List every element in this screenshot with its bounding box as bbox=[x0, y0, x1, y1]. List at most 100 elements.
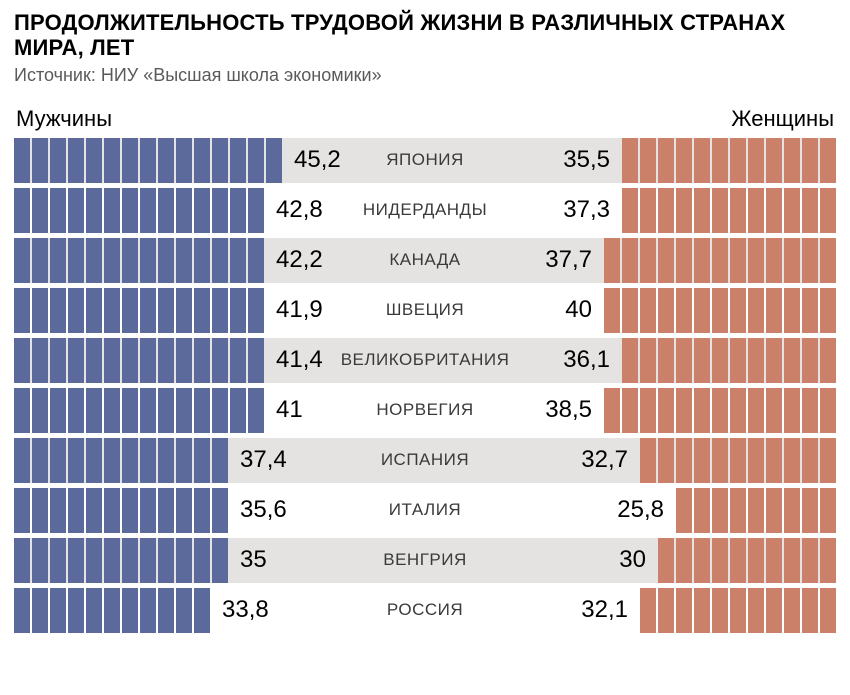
bar-segment bbox=[802, 138, 818, 183]
bar-segment bbox=[14, 188, 30, 233]
chart-row: 33,8РОССИЯ32,1 bbox=[14, 588, 836, 633]
male-bar bbox=[14, 138, 282, 183]
bar-segment bbox=[14, 538, 30, 583]
bar-segment bbox=[68, 338, 84, 383]
bar-segment bbox=[730, 388, 746, 433]
bar-segment bbox=[766, 138, 782, 183]
bar-segment bbox=[676, 588, 692, 633]
country-label: КАНАДА bbox=[379, 238, 470, 283]
chart-title: ПРОДОЛЖИТЕЛЬНОСТЬ ТРУДОВОЙ ЖИЗНИ В РАЗЛИ… bbox=[14, 10, 836, 61]
female-value: 40 bbox=[557, 288, 600, 333]
bar-segment bbox=[14, 388, 30, 433]
bar-segment bbox=[820, 138, 836, 183]
bar-segment bbox=[694, 388, 710, 433]
bar-segment bbox=[176, 338, 192, 383]
bar-segment bbox=[212, 388, 228, 433]
bar-segment bbox=[50, 588, 66, 633]
female-bar bbox=[658, 538, 836, 583]
bar-segment bbox=[194, 188, 210, 233]
bar-segment bbox=[32, 538, 48, 583]
bar-segment bbox=[748, 388, 764, 433]
bar-segment bbox=[748, 538, 764, 583]
bar-segment bbox=[640, 238, 656, 283]
bar-segment bbox=[158, 588, 174, 633]
bar-segment bbox=[212, 238, 228, 283]
bar-segment bbox=[104, 488, 120, 533]
bar-segment bbox=[676, 388, 692, 433]
bar-segment bbox=[676, 438, 692, 483]
bar-segment bbox=[802, 588, 818, 633]
bar-segment bbox=[802, 388, 818, 433]
bar-segment bbox=[640, 388, 656, 433]
female-value: 32,7 bbox=[573, 438, 636, 483]
bar-segment bbox=[50, 388, 66, 433]
male-value: 37,4 bbox=[232, 438, 295, 483]
bar-segment bbox=[158, 538, 174, 583]
bar-segment bbox=[748, 488, 764, 533]
bar-segment bbox=[32, 238, 48, 283]
bar-segment bbox=[640, 438, 656, 483]
bar-segment bbox=[676, 338, 692, 383]
bar-segment bbox=[658, 288, 674, 333]
bar-segment bbox=[140, 238, 156, 283]
bar-segment bbox=[622, 188, 638, 233]
chart-row: 41,9ШВЕЦИЯ40 bbox=[14, 288, 836, 333]
column-header-female: Женщины bbox=[731, 106, 834, 132]
bar-segment bbox=[802, 538, 818, 583]
bar-segment bbox=[248, 338, 264, 383]
bar-segment bbox=[658, 438, 674, 483]
chart-source: Источник: НИУ «Высшая школа экономики» bbox=[14, 65, 836, 86]
bar-segment bbox=[730, 338, 746, 383]
bar-segment bbox=[766, 488, 782, 533]
bar-segment bbox=[802, 338, 818, 383]
bar-segment bbox=[230, 188, 246, 233]
bar-segment bbox=[68, 238, 84, 283]
country-label: ВЕНГРИЯ bbox=[373, 538, 477, 583]
bar-segment bbox=[212, 438, 228, 483]
bar-segment bbox=[784, 588, 800, 633]
country-label: НИДЕРДАНДЫ bbox=[353, 188, 497, 233]
female-bar bbox=[622, 188, 836, 233]
bar-segment bbox=[122, 388, 138, 433]
bar-segment bbox=[32, 288, 48, 333]
female-value: 35,5 bbox=[555, 138, 618, 183]
bar-segment bbox=[694, 488, 710, 533]
bar-segment bbox=[802, 188, 818, 233]
bar-segment bbox=[712, 538, 728, 583]
female-value: 32,1 bbox=[573, 588, 636, 633]
bar-segment bbox=[748, 338, 764, 383]
bar-segment bbox=[194, 288, 210, 333]
bar-segment bbox=[658, 588, 674, 633]
bar-segment bbox=[176, 138, 192, 183]
chart-row: 35ВЕНГРИЯ30 bbox=[14, 538, 836, 583]
bar-segment bbox=[158, 288, 174, 333]
bar-segment bbox=[248, 388, 264, 433]
bar-segment bbox=[86, 338, 102, 383]
bar-segment bbox=[694, 238, 710, 283]
bar-segment bbox=[604, 238, 620, 283]
bar-segment bbox=[68, 388, 84, 433]
male-bar bbox=[14, 188, 264, 233]
bar-segment bbox=[140, 338, 156, 383]
bar-segment bbox=[14, 588, 30, 633]
bar-segment bbox=[158, 488, 174, 533]
bar-segment bbox=[622, 138, 638, 183]
male-bar bbox=[14, 238, 264, 283]
bar-segment bbox=[694, 538, 710, 583]
bar-segment bbox=[784, 538, 800, 583]
bar-segment bbox=[212, 338, 228, 383]
bar-segment bbox=[730, 488, 746, 533]
bar-segment bbox=[32, 138, 48, 183]
male-bar bbox=[14, 538, 228, 583]
bar-segment bbox=[784, 488, 800, 533]
male-bar bbox=[14, 338, 264, 383]
bar-segment bbox=[730, 138, 746, 183]
bar-segment bbox=[820, 438, 836, 483]
bar-segment bbox=[730, 288, 746, 333]
bar-segment bbox=[104, 388, 120, 433]
bar-segment bbox=[784, 238, 800, 283]
male-bar bbox=[14, 488, 228, 533]
bar-segment bbox=[194, 238, 210, 283]
bar-segment bbox=[86, 588, 102, 633]
bar-segment bbox=[104, 588, 120, 633]
